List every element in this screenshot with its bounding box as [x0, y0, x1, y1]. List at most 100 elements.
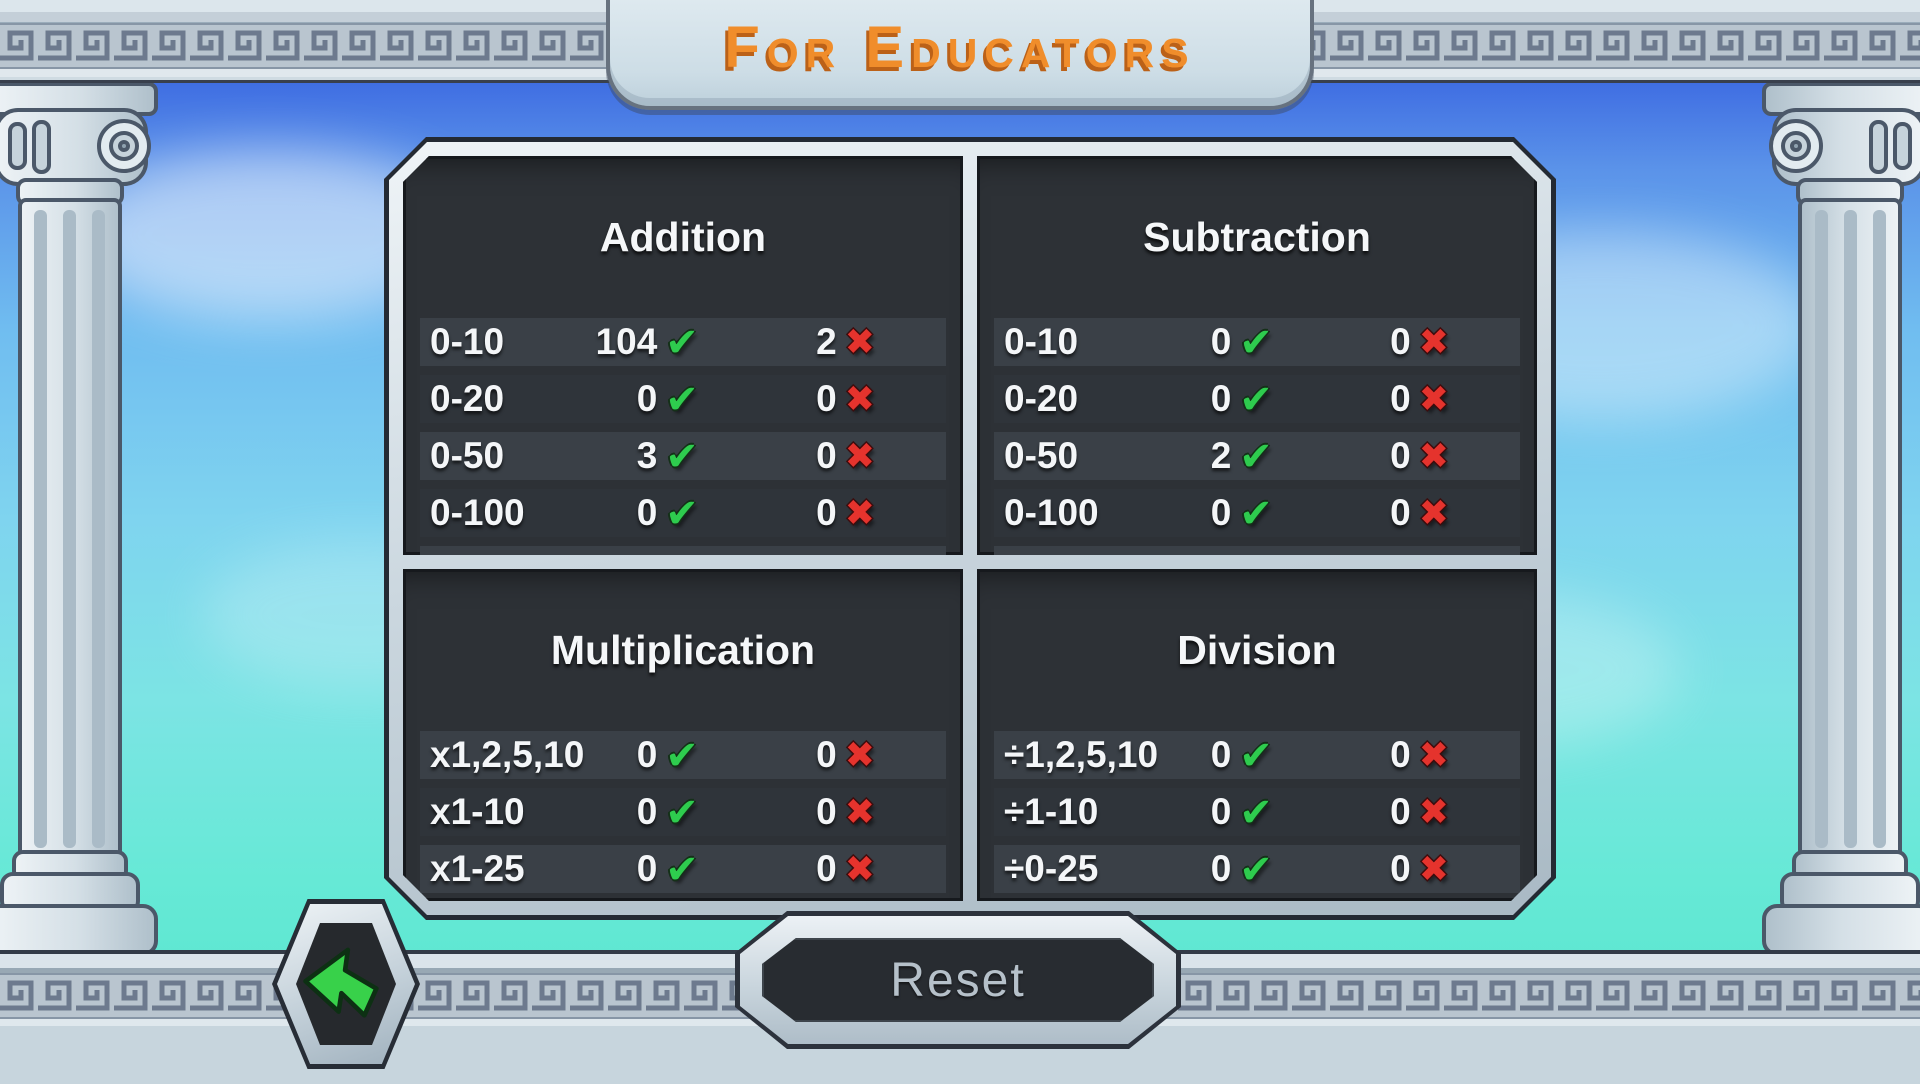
wrong-count: 0: [816, 435, 837, 477]
correct-cell: 0 ✔: [1170, 378, 1273, 420]
row-label: 0-50: [1004, 435, 1079, 477]
reset-button-face: Reset: [762, 938, 1154, 1022]
greek-column-left: [0, 82, 158, 954]
stat-row: 0-50 2 ✔ 0 ✖: [994, 432, 1520, 480]
correct-count: 0: [1210, 492, 1232, 534]
stat-row: 0-100 0 ✔ 0 ✖: [994, 489, 1520, 537]
correct-icon: ✔: [665, 491, 699, 538]
panel-rows: 0-10 104 ✔ 2 ✖ 0-20 0 ✔ 0 ✖ 0-50 3 ✔ 0 ✖: [403, 318, 963, 594]
wrong-icon: ✖: [844, 379, 875, 421]
correct-count: 0: [1210, 848, 1232, 890]
stat-row: 0-10 104 ✔ 2 ✖: [420, 318, 946, 366]
wrong-cell: 0 ✖: [699, 549, 875, 591]
correct-icon: ✔: [1239, 320, 1273, 367]
correct-cell: 0 ✔: [1170, 492, 1273, 534]
stat-row: 0-20 0 ✔ 0 ✖: [994, 375, 1520, 423]
correct-cell: 0 ✔: [1170, 734, 1273, 776]
row-label: 0-100: [1004, 492, 1099, 534]
stat-row: 0-100 0 ✔ 0 ✖: [420, 489, 946, 537]
correct-icon: ✔: [665, 377, 699, 424]
panel-rows: x1,2,5,10 0 ✔ 0 ✖ x1-10 0 ✔ 0 ✖ x1-25 0 …: [403, 731, 963, 893]
correct-icon: ✔: [1239, 733, 1273, 780]
panel-title: Division: [1177, 626, 1337, 673]
back-button[interactable]: [272, 899, 420, 1069]
wrong-cell: 0 ✖: [1273, 791, 1449, 833]
reset-button-frame: Reset: [740, 916, 1176, 1044]
stat-row: x1-10 0 ✔ 0 ✖: [420, 788, 946, 836]
wrong-icon: ✖: [1418, 792, 1449, 834]
wrong-icon: ✖: [844, 849, 875, 891]
stat-row: x1-25 0 ✔ 0 ✖: [420, 845, 946, 893]
row-label: x1-25: [430, 848, 525, 890]
correct-cell: 2 ✔: [1170, 435, 1273, 477]
wrong-icon: ✖: [845, 553, 875, 589]
wrong-icon: ✖: [844, 493, 875, 535]
correct-icon: ✔: [1239, 434, 1273, 481]
back-button-face: [296, 923, 396, 1045]
wrong-cell: 0 ✖: [699, 435, 875, 477]
stat-row: 0-50 3 ✔ 0 ✖: [420, 432, 946, 480]
wrong-icon: ✖: [844, 792, 875, 834]
row-label: ÷0-25: [1004, 848, 1099, 890]
greek-column-right: [1762, 82, 1920, 954]
wrong-count: 0: [816, 549, 837, 591]
correct-cell: 0 ✔: [596, 492, 699, 534]
correct-icon: ✔: [665, 320, 699, 367]
wrong-icon: ✖: [844, 322, 875, 364]
correct-count: 0: [636, 848, 658, 890]
row-label: 0-100: [430, 492, 525, 534]
wrong-cell: 0 ✖: [1273, 492, 1449, 534]
correct-count: 0: [1210, 734, 1232, 776]
correct-icon: ✔: [665, 790, 699, 837]
stats-panel-frame: Addition 0-10 104 ✔ 2 ✖ 0-20 0 ✔ 0 ✖ 0-5…: [389, 142, 1551, 915]
correct-cell: 0 ✔: [596, 848, 699, 890]
correct-count: 0: [636, 378, 658, 420]
correct-cell: 0 ✔: [596, 734, 699, 776]
wrong-count: 0: [816, 848, 837, 890]
wrong-count: 0: [1390, 321, 1411, 363]
wrong-count: 0: [1390, 435, 1411, 477]
panel-rows: 0-10 0 ✔ 0 ✖ 0-20 0 ✔ 0 ✖ 0-50 2 ✔ 0 ✖: [977, 318, 1537, 594]
panel-division: Division ÷1,2,5,10 0 ✔ 0 ✖ ÷1-10 0 ✔ 0 ✖…: [977, 569, 1537, 901]
correct-count: 104: [595, 321, 658, 363]
correct-icon: ✔: [665, 733, 699, 780]
reset-button[interactable]: Reset: [735, 911, 1181, 1049]
panel-addition: Addition 0-10 104 ✔ 2 ✖ 0-20 0 ✔ 0 ✖ 0-5…: [403, 156, 963, 555]
wrong-icon: ✖: [844, 735, 875, 777]
wrong-count: 0: [816, 378, 837, 420]
row-label: 0-20: [1004, 378, 1079, 420]
correct-icon: ✔: [1239, 377, 1273, 424]
wrong-cell: 0 ✖: [699, 791, 875, 833]
wrong-cell: 0 ✖: [1273, 734, 1449, 776]
row-label: x1-10: [430, 791, 525, 833]
wrong-cell: 0 ✖: [1273, 435, 1449, 477]
wrong-icon: ✖: [1418, 379, 1449, 421]
wrong-icon: ✖: [844, 436, 875, 478]
correct-cell: 0 ✔: [1170, 321, 1273, 363]
page-title: For Educators: [724, 14, 1196, 80]
wrong-count: 2: [816, 321, 837, 363]
back-arrow-icon: [303, 947, 379, 1018]
panel-title: Addition: [599, 213, 767, 260]
back-button-frame: [277, 904, 415, 1064]
correct-count: 0: [1210, 378, 1232, 420]
stat-row: ÷1,2,5,10 0 ✔ 0 ✖: [994, 731, 1520, 779]
row-label: ÷1,2,5,10: [1004, 734, 1159, 776]
wrong-count: 0: [1390, 378, 1411, 420]
stat-row: ÷1-10 0 ✔ 0 ✖: [994, 788, 1520, 836]
correct-cell: 1 ✔: [596, 549, 699, 591]
correct-cell: 0 ✔: [596, 378, 699, 420]
panel-subtraction: Subtraction 0-10 0 ✔ 0 ✖ 0-20 0 ✔ 0 ✖ 0-…: [977, 156, 1537, 555]
correct-icon: ✔: [665, 434, 699, 481]
wrong-cell: 0 ✖: [699, 378, 875, 420]
panel-title: Subtraction: [1143, 213, 1371, 260]
panel-title: Multiplication: [550, 626, 816, 673]
wrong-cell: 0 ✖: [699, 734, 875, 776]
correct-icon: ✔: [665, 551, 699, 591]
correct-cell: 0 ✔: [1170, 791, 1273, 833]
row-label: x1,2,5,10: [430, 734, 585, 776]
wrong-count: 0: [1390, 734, 1411, 776]
stats-panel-group: Addition 0-10 104 ✔ 2 ✖ 0-20 0 ✔ 0 ✖ 0-5…: [384, 137, 1556, 920]
